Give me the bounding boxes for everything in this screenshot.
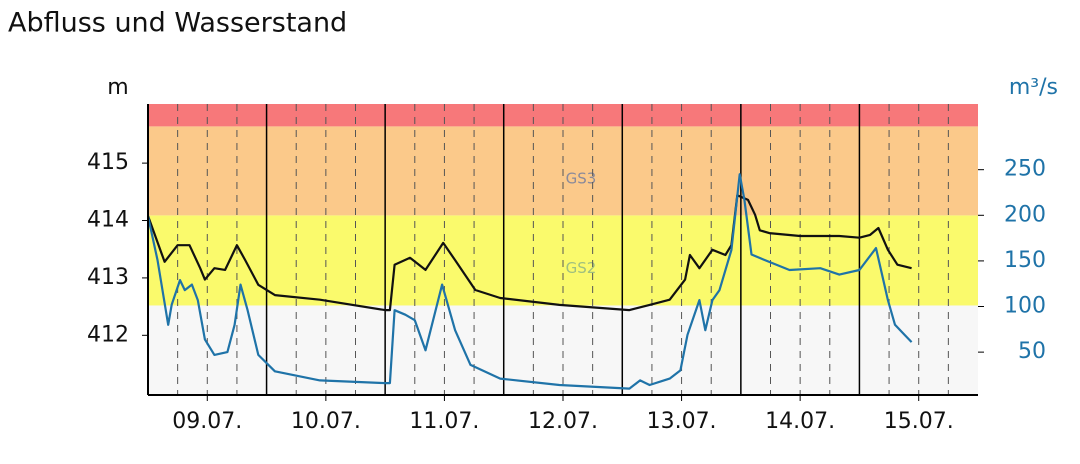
band-label: GS3	[566, 169, 597, 187]
x-tick-label: 13.07.	[647, 409, 717, 434]
y2-tick-label: 200	[1004, 202, 1046, 227]
x-tick-label: 10.07.	[291, 409, 361, 434]
series-line	[146, 173, 913, 390]
x-tick-label: 12.07.	[528, 409, 598, 434]
y2-tick-label: 150	[1004, 248, 1046, 273]
x-tick-label: 14.07.	[765, 409, 835, 434]
y2-tick-label: 50	[1018, 339, 1046, 364]
x-tick-label: 11.07.	[409, 409, 479, 434]
x-tick-label: 09.07.	[172, 409, 242, 434]
y-axis-label: m	[107, 75, 128, 100]
band-label: GS2	[566, 259, 597, 277]
series-line	[146, 194, 912, 312]
y-tick-label: 415	[87, 150, 129, 175]
y2-tick-label: 250	[1004, 157, 1046, 182]
y2-axis-label: m³/s	[1009, 75, 1058, 100]
y-tick-label: 413	[87, 265, 129, 290]
chart-title: Abfluss und Wasserstand	[8, 8, 347, 39]
y2-tick-label: 100	[1004, 294, 1046, 319]
x-tick-label: 15.07.	[884, 409, 954, 434]
y-tick-label: 414	[87, 208, 129, 233]
y-tick-label: 412	[87, 322, 129, 347]
